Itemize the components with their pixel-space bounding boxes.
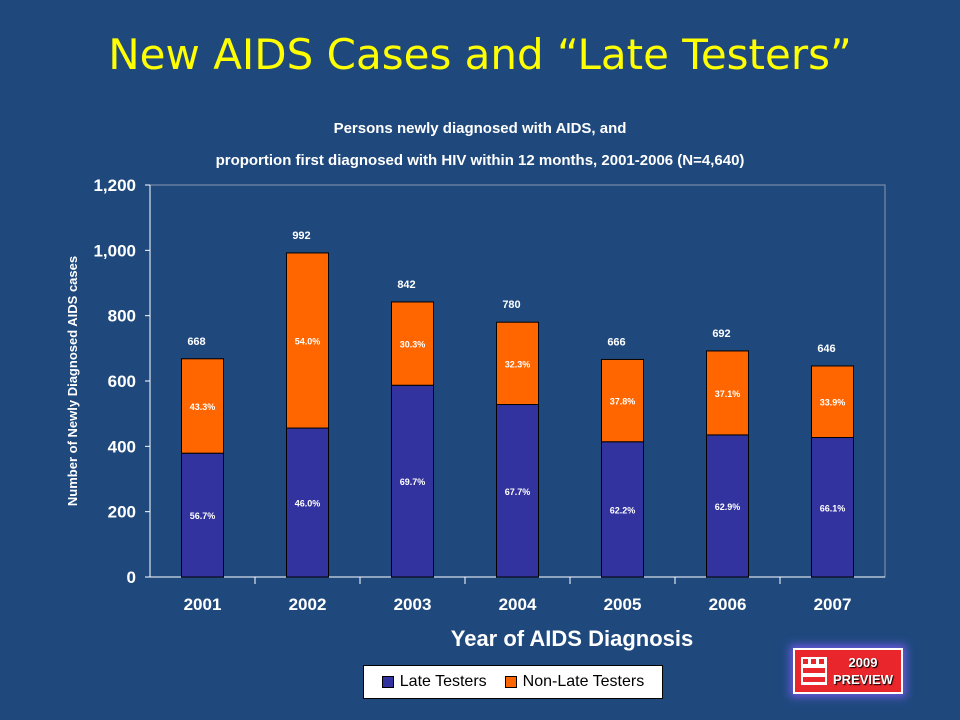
data-label-non-late: 37.8% — [610, 397, 636, 407]
data-label-total: 992 — [292, 230, 310, 242]
x-tick-label: 2001 — [184, 595, 222, 614]
bar-late-testers — [811, 437, 854, 578]
data-label-late: 67.7% — [505, 487, 531, 497]
data-label-late: 56.7% — [190, 511, 216, 521]
y-tick-label: 0 — [127, 568, 136, 587]
data-label-non-late: 54.0% — [295, 336, 321, 346]
x-tick-label: 2002 — [289, 595, 327, 614]
bar-non-late-testers — [706, 350, 749, 436]
y-tick-label: 1,200 — [93, 176, 136, 195]
x-tick-label: 2005 — [604, 595, 642, 614]
data-label-late: 62.9% — [715, 502, 741, 512]
bar-late-testers — [181, 452, 224, 578]
slide-title: New AIDS Cases and “Late Testers” — [108, 30, 852, 79]
data-label-non-late: 32.3% — [505, 359, 531, 369]
x-tick-label: 2004 — [499, 595, 537, 614]
chart-subtitle-line-1: Persons newly diagnosed with AIDS, and — [333, 120, 627, 137]
data-label-late: 66.1% — [820, 503, 846, 513]
bar-late-testers — [391, 384, 434, 578]
dc-flag-icon — [801, 657, 827, 685]
bar-late-testers — [601, 441, 644, 578]
legend-swatch-nonlate — [504, 676, 517, 688]
data-label-total: 668 — [187, 336, 205, 348]
legend-label-nonlate: Non-Late Testers — [522, 673, 645, 690]
y-tick-label: 800 — [108, 307, 136, 326]
data-label-non-late: 30.3% — [400, 340, 426, 350]
data-label-total: 842 — [397, 279, 415, 291]
legend-swatch-late — [381, 676, 394, 688]
data-label-non-late: 37.1% — [715, 389, 741, 399]
legend-item-nonlate: Non-Late Testers — [504, 673, 645, 691]
y-tick-label: 1,000 — [93, 241, 136, 260]
chart-legend: Late Testers Non-Late Testers — [363, 665, 663, 699]
bar-late-testers — [496, 404, 539, 578]
data-label-late: 69.7% — [400, 477, 426, 487]
data-label-total: 780 — [502, 299, 520, 311]
legend-item-late: Late Testers — [381, 673, 487, 691]
bar-non-late-testers — [181, 358, 224, 454]
x-tick-label: 2007 — [814, 595, 852, 614]
x-tick-label: 2003 — [394, 595, 432, 614]
data-label-total: 666 — [607, 336, 625, 348]
legend-label-late: Late Testers — [399, 673, 487, 690]
y-tick-label: 400 — [108, 437, 136, 456]
data-label-total: 692 — [712, 328, 730, 340]
data-label-late: 62.2% — [610, 505, 636, 515]
data-label-non-late: 43.3% — [190, 402, 216, 412]
bar-non-late-testers — [601, 358, 644, 443]
y-tick-label: 600 — [108, 372, 136, 391]
data-label-late: 46.0% — [295, 499, 321, 509]
bar-non-late-testers — [496, 321, 539, 406]
bar-non-late-testers — [811, 365, 854, 439]
chart-subtitle-line-2: proportion first diagnosed with HIV with… — [215, 152, 745, 169]
x-tick-label: 2006 — [709, 595, 747, 614]
bar-late-testers — [706, 434, 749, 578]
y-axis-label: Number of Newly Diagnosed AIDS cases — [65, 256, 80, 506]
badge-text: 2009 PREVIEW — [823, 654, 903, 688]
y-tick-label: 200 — [108, 503, 136, 522]
badge-label: PREVIEW — [833, 672, 893, 687]
data-label-non-late: 33.9% — [820, 398, 846, 408]
bar-late-testers — [286, 427, 329, 578]
data-label-total: 646 — [817, 343, 835, 355]
x-axis-label: Year of AIDS Diagnosis — [451, 626, 693, 651]
bar-non-late-testers — [391, 301, 434, 386]
preview-badge: 2009 PREVIEW — [793, 648, 903, 694]
badge-year: 2009 — [848, 655, 878, 670]
bar-non-late-testers — [286, 252, 329, 429]
